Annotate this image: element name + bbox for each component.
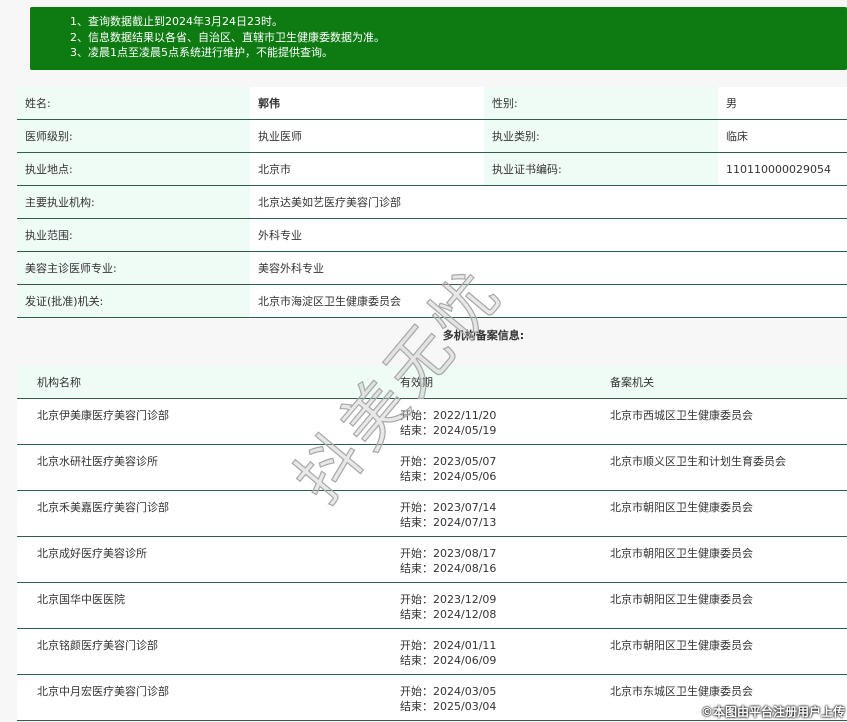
multi-registration-table: 机构名称 有效期 备案机关 北京伊美康医疗美容门诊部 开始：2022/11/20…	[17, 366, 847, 721]
level-value: 执业医师	[250, 119, 484, 153]
registration-agency: 北京市东城区卫生健康委员会	[610, 674, 847, 721]
info-row: 主要执业机构: 北京达美如艺医疗美容门诊部	[17, 185, 847, 219]
institution-name: 北京国华中医医院	[17, 582, 400, 629]
end-date: 结束：2025/03/04	[400, 700, 497, 713]
validity-period: 开始：2023/08/17 结束：2024/08/16	[400, 536, 610, 583]
org-value: 北京达美如艺医疗美容门诊部	[250, 185, 847, 219]
column-header-agency: 备案机关	[610, 366, 847, 399]
table-row: 北京禾美嘉医疗美容门诊部 开始：2023/07/14 结束：2024/07/13 …	[17, 490, 847, 537]
start-date: 开始：2023/12/09	[400, 593, 497, 606]
level-label: 医师级别:	[17, 119, 250, 153]
end-date: 结束：2024/05/06	[400, 470, 497, 483]
institution-name: 北京成好医疗美容诊所	[17, 536, 400, 583]
table-row: 北京水研社医疗美容诊所 开始：2023/05/07 结束：2024/05/06 北…	[17, 444, 847, 491]
cert-label: 执业证书编码:	[484, 152, 718, 186]
info-row: 发证(批准)机关: 北京市海淀区卫生健康委员会	[17, 284, 847, 318]
info-row: 执业地点: 北京市 执业证书编码: 110110000029054	[17, 152, 847, 186]
notice-line: 1、查询数据截止到2024年3月24日23时。	[70, 15, 283, 28]
notice-line: 2、信息数据结果以各省、自治区、直辖市卫生健康委数据为准。	[70, 30, 385, 44]
issuer-label: 发证(批准)机关:	[17, 284, 250, 318]
cert-value: 110110000029054	[718, 152, 847, 186]
info-row: 执业范围: 外科专业	[17, 218, 847, 252]
institution-name: 北京铭颜医疗美容门诊部	[17, 628, 400, 675]
scope-value: 外科专业	[250, 218, 847, 252]
specialty-label: 美容主诊医师专业:	[17, 251, 250, 285]
validity-period: 开始：2023/05/07 结束：2024/05/06	[400, 444, 610, 491]
name-label: 姓名:	[17, 87, 250, 120]
table-row: 北京铭颜医疗美容门诊部 开始：2024/01/11 结束：2024/06/09 北…	[17, 628, 847, 675]
specialty-value: 美容外科专业	[250, 251, 847, 285]
category-label: 执业类别:	[484, 119, 718, 153]
upload-credit: ©本图由平台注册用户上传	[700, 705, 845, 719]
registration-agency: 北京市朝阳区卫生健康委员会	[610, 628, 847, 675]
doctor-info-table: 姓名: 郭伟 性别: 男 医师级别: 执业医师 执业类别: 临床 执业地点: 北京市 执业证书编…	[17, 87, 847, 318]
start-date: 开始：2024/03/05	[400, 685, 497, 698]
institution-name: 北京禾美嘉医疗美容门诊部	[17, 490, 400, 537]
table-row: 北京伊美康医疗美容门诊部 开始：2022/11/20 结束：2024/05/19 …	[17, 398, 847, 445]
end-date: 结束：2024/06/09	[400, 654, 497, 667]
end-date: 结束：2024/08/16	[400, 562, 497, 575]
validity-period: 开始：2023/07/14 结束：2024/07/13	[400, 490, 610, 537]
start-date: 开始：2023/05/07	[400, 455, 497, 468]
column-header-validity: 有效期	[400, 366, 610, 399]
location-value: 北京市	[250, 152, 484, 186]
info-row: 医师级别: 执业医师 执业类别: 临床	[17, 119, 847, 153]
institution-name: 北京中月宏医疗美容门诊部	[17, 674, 400, 721]
registration-agency: 北京市西城区卫生健康委员会	[610, 398, 847, 445]
end-date: 结束：2024/07/13	[400, 516, 497, 529]
start-date: 开始：2024/01/11	[400, 639, 497, 652]
validity-period: 开始：2024/03/05 结束：2025/03/04	[400, 674, 610, 721]
start-date: 开始：2023/07/14	[400, 501, 497, 514]
registration-agency: 北京市朝阳区卫生健康委员会	[610, 582, 847, 629]
end-date: 结束：2024/05/19	[400, 424, 497, 437]
table-row: 北京成好医疗美容诊所 开始：2023/08/17 结束：2024/08/16 北京…	[17, 536, 847, 583]
scope-label: 执业范围:	[17, 218, 250, 252]
notice-line: 3、凌晨1点至凌晨5点系统进行维护，不能提供查询。	[70, 46, 333, 59]
info-row: 美容主诊医师专业: 美容外科专业	[17, 251, 847, 285]
category-value: 临床	[718, 119, 847, 153]
issuer-value: 北京市海淀区卫生健康委员会	[250, 284, 847, 318]
notice-banner: 1、查询数据截止到2024年3月24日23时。 2、信息数据结果以各省、自治区、…	[30, 7, 847, 70]
name-value: 郭伟	[250, 87, 484, 120]
section-title: 多机构备案信息:	[442, 329, 525, 342]
registration-agency: 北京市顺义区卫生和计划生育委员会	[610, 444, 847, 491]
validity-period: 开始：2023/12/09 结束：2024/12/08	[400, 582, 610, 629]
registration-agency: 北京市朝阳区卫生健康委员会	[610, 536, 847, 583]
registration-agency: 北京市朝阳区卫生健康委员会	[610, 490, 847, 537]
gender-value: 男	[718, 87, 847, 120]
table-header-row: 机构名称 有效期 备案机关	[17, 366, 847, 399]
table-row: 北京国华中医医院 开始：2023/12/09 结束：2024/12/08 北京市朝…	[17, 582, 847, 629]
institution-name: 北京水研社医疗美容诊所	[17, 444, 400, 491]
org-label: 主要执业机构:	[17, 185, 250, 219]
start-date: 开始：2023/08/17	[400, 547, 497, 560]
end-date: 结束：2024/12/08	[400, 608, 497, 621]
gender-label: 性别:	[484, 87, 718, 120]
institution-name: 北京伊美康医疗美容门诊部	[17, 398, 400, 445]
location-label: 执业地点:	[17, 152, 250, 186]
column-header-name: 机构名称	[17, 366, 400, 399]
validity-period: 开始：2022/11/20 结束：2024/05/19	[400, 398, 610, 445]
validity-period: 开始：2024/01/11 结束：2024/06/09	[400, 628, 610, 675]
start-date: 开始：2022/11/20	[400, 409, 497, 422]
info-row: 姓名: 郭伟 性别: 男	[17, 87, 847, 120]
table-row: 北京中月宏医疗美容门诊部 开始：2024/03/05 结束：2025/03/04 …	[17, 674, 847, 721]
